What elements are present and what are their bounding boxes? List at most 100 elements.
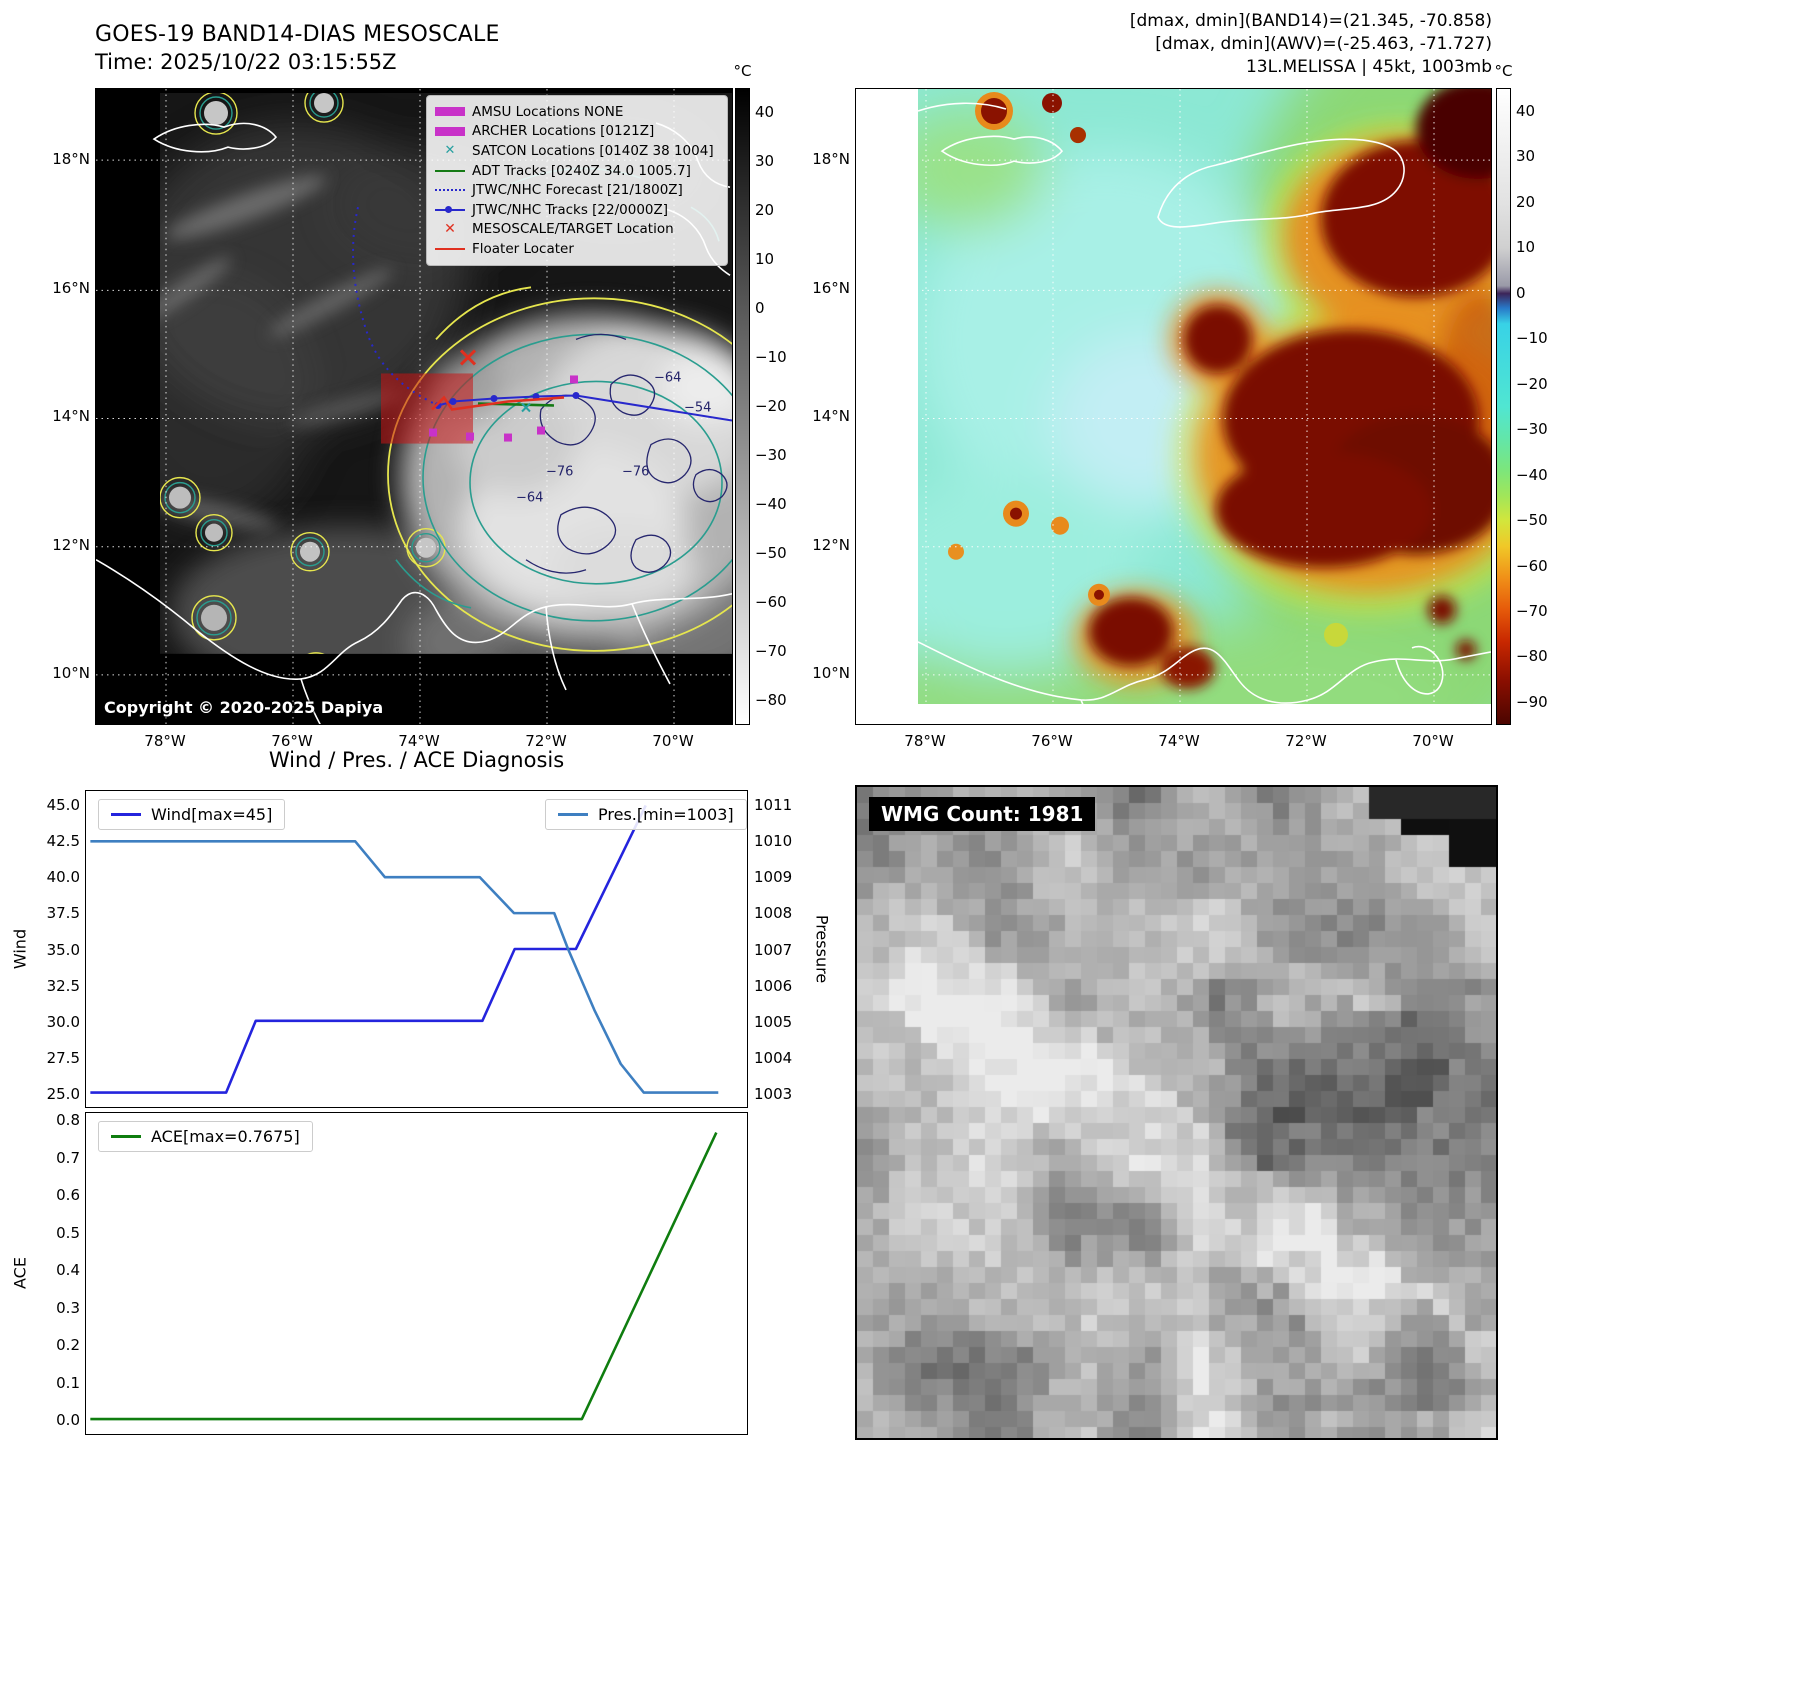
colorbar-tick: −90 (1516, 692, 1548, 711)
colorbar-tick: 20 (1516, 192, 1536, 211)
legend-label: MESOSCALE/TARGET Location (472, 221, 674, 238)
band14-colorbar-ticks: 40 30 20 10 0 −10 −20 −30 −40 −50 −60 −70 −80 (755, 103, 797, 709)
ace-line-sample (111, 1135, 141, 1138)
colorbar-tick: −20 (1516, 374, 1548, 393)
contours-yellow (387, 286, 732, 652)
lon-tick: 70°W (1412, 732, 1454, 750)
band14-colorbar (735, 88, 750, 725)
awv-colorbar (1496, 88, 1511, 725)
pressure-line-sample (558, 813, 588, 816)
lat-tick: 18°N (812, 150, 850, 168)
colorbar-tick: 20 (755, 201, 775, 219)
lat-tick: 12°N (52, 535, 90, 554)
awv-header-storm: 13L.MELISSA | 45kt, 1003mb (1245, 57, 1492, 77)
ace-tick: 0.0 (56, 1411, 80, 1429)
lon-tick: 72°W (525, 732, 567, 750)
line-dot-blue-marker (435, 205, 465, 213)
legend-label: ARCHER Locations [0121Z] (472, 123, 655, 140)
awv-map (855, 88, 1492, 725)
colorbar-tick: −10 (755, 348, 787, 366)
wind-legend: Wind[max=45] (98, 799, 286, 830)
band14-lat-axis: 18°N 16°N 14°N 12°N 10°N (44, 150, 90, 682)
lon-tick: 78°W (144, 732, 186, 750)
pressure-legend-label: Pres.[min=1003] (598, 805, 734, 824)
colorbar-tick: 0 (1516, 283, 1526, 302)
x-teal-marker (435, 143, 465, 158)
floater-track (431, 395, 565, 411)
series-Pres.[min=1003] (90, 839, 719, 1094)
ace-tick: 0.4 (56, 1261, 80, 1279)
line-red-marker (435, 247, 465, 250)
legend-item: ARCHER Locations [0121Z] (435, 122, 719, 142)
pressure-tick: 1003 (754, 1085, 793, 1103)
lon-tick: 72°W (1285, 732, 1327, 750)
legend-label: ADT Tracks [0240Z 34.0 1005.7] (472, 162, 691, 179)
legend-item: SATCON Locations [0140Z 38 1004] (435, 141, 719, 161)
colorbar-tick: −70 (755, 642, 787, 660)
awv-header-band14: [dmax, dmin](BAND14)=(21.345, -70.858) (1129, 11, 1492, 31)
band14-title: GOES-19 BAND14-DIAS MESOSCALE (95, 22, 500, 47)
lon-tick: 76°W (271, 732, 313, 750)
colorbar-tick: −20 (755, 397, 787, 415)
pressure-legend: Pres.[min=1003] (545, 799, 747, 830)
lon-tick: 76°W (1031, 732, 1073, 750)
wind-tick: 37.5 (46, 904, 80, 923)
awv-header-awv: [dmax, dmin](AWV)=(-25.463, -71.727) (1155, 34, 1492, 54)
svg-text:−76: −76 (622, 465, 649, 480)
ace-tick: 0.8 (56, 1111, 80, 1129)
pressure-y-axis: 1011 1010 1009 1008 1007 1006 1005 1004 1003 (754, 796, 798, 1103)
lon-tick: 74°W (398, 732, 440, 750)
ace-chart (85, 1112, 748, 1435)
legend-label: AMSU Locations NONE (472, 103, 624, 120)
ace-tick: 0.6 (56, 1186, 80, 1204)
small-cloud-cells (160, 93, 446, 654)
wind-tick: 27.5 (46, 1048, 80, 1067)
svg-text:−54: −54 (684, 400, 711, 415)
wind-pressure-chart (85, 790, 748, 1108)
pressure-tick: 1010 (754, 832, 793, 851)
pressure-tick: 1007 (754, 940, 793, 959)
lat-tick: 10°N (52, 664, 90, 682)
square-magenta-marker (435, 107, 465, 117)
lon-tick: 70°W (652, 732, 694, 750)
wind-tick: 25.0 (46, 1085, 80, 1103)
satcon-x-marker (521, 402, 531, 413)
legend-label: SATCON Locations [0140Z 38 1004] (472, 142, 714, 159)
awv-field (918, 89, 1491, 704)
lat-tick: 16°N (52, 278, 90, 297)
wind-line-sample (111, 813, 141, 816)
colorbar-tick: −40 (755, 495, 787, 513)
awv-colorbar-ticks: 40 30 20 10 0 −10 −20 −30 −40 −50 −60 −70 −80 −90 (1516, 102, 1560, 711)
lat-tick: 12°N (812, 535, 850, 554)
colorbar-tick: 40 (755, 103, 775, 121)
colorbar-tick: −10 (1516, 329, 1548, 348)
pressure-tick: 1008 (754, 904, 793, 923)
colorbar-tick: 30 (755, 152, 775, 170)
legend-item: MESOSCALE/TARGET Location (435, 220, 719, 240)
band14-lon-axis: 78°W 76°W 74°W 72°W 70°W (130, 732, 708, 750)
pressure-tick: 1009 (754, 868, 793, 887)
colorbar-tick: −30 (755, 446, 787, 464)
ace-y-axis: 0.8 0.7 0.6 0.5 0.4 0.3 0.2 0.1 0.0 (34, 1111, 80, 1429)
ace-tick: 0.7 (56, 1148, 80, 1167)
awv-lon-axis: 78°W 76°W 74°W 72°W 70°W (890, 732, 1468, 750)
wind-tick: 45.0 (46, 796, 80, 814)
legend-item: JTWC/NHC Forecast [21/1800Z] (435, 180, 719, 200)
pressure-tick: 1005 (754, 1012, 793, 1031)
ace-legend: ACE[max=0.7675] (98, 1121, 313, 1152)
ace-tick: 0.2 (56, 1336, 80, 1354)
ace-axis-label: ACE (10, 1257, 30, 1289)
pressure-tick: 1004 (754, 1048, 793, 1067)
awv-satellite-image (856, 89, 1491, 724)
wind-y-axis: 45.0 42.5 40.0 37.5 35.0 32.5 30.0 27.5 25.0 (30, 796, 80, 1103)
wind-axis-label: Wind (10, 928, 30, 970)
pressure-tick: 1011 (754, 796, 793, 814)
colorbar-tick: −40 (1516, 465, 1548, 484)
lat-tick: 18°N (52, 150, 90, 168)
lat-tick: 14°N (52, 407, 90, 425)
legend-item: Floater Locater (435, 239, 719, 259)
band14-map-legend: AMSU Locations NONE ARCHER Locations [012… (426, 95, 728, 266)
wmg-pixel-image (857, 787, 1496, 1438)
lat-tick: 16°N (812, 278, 850, 297)
